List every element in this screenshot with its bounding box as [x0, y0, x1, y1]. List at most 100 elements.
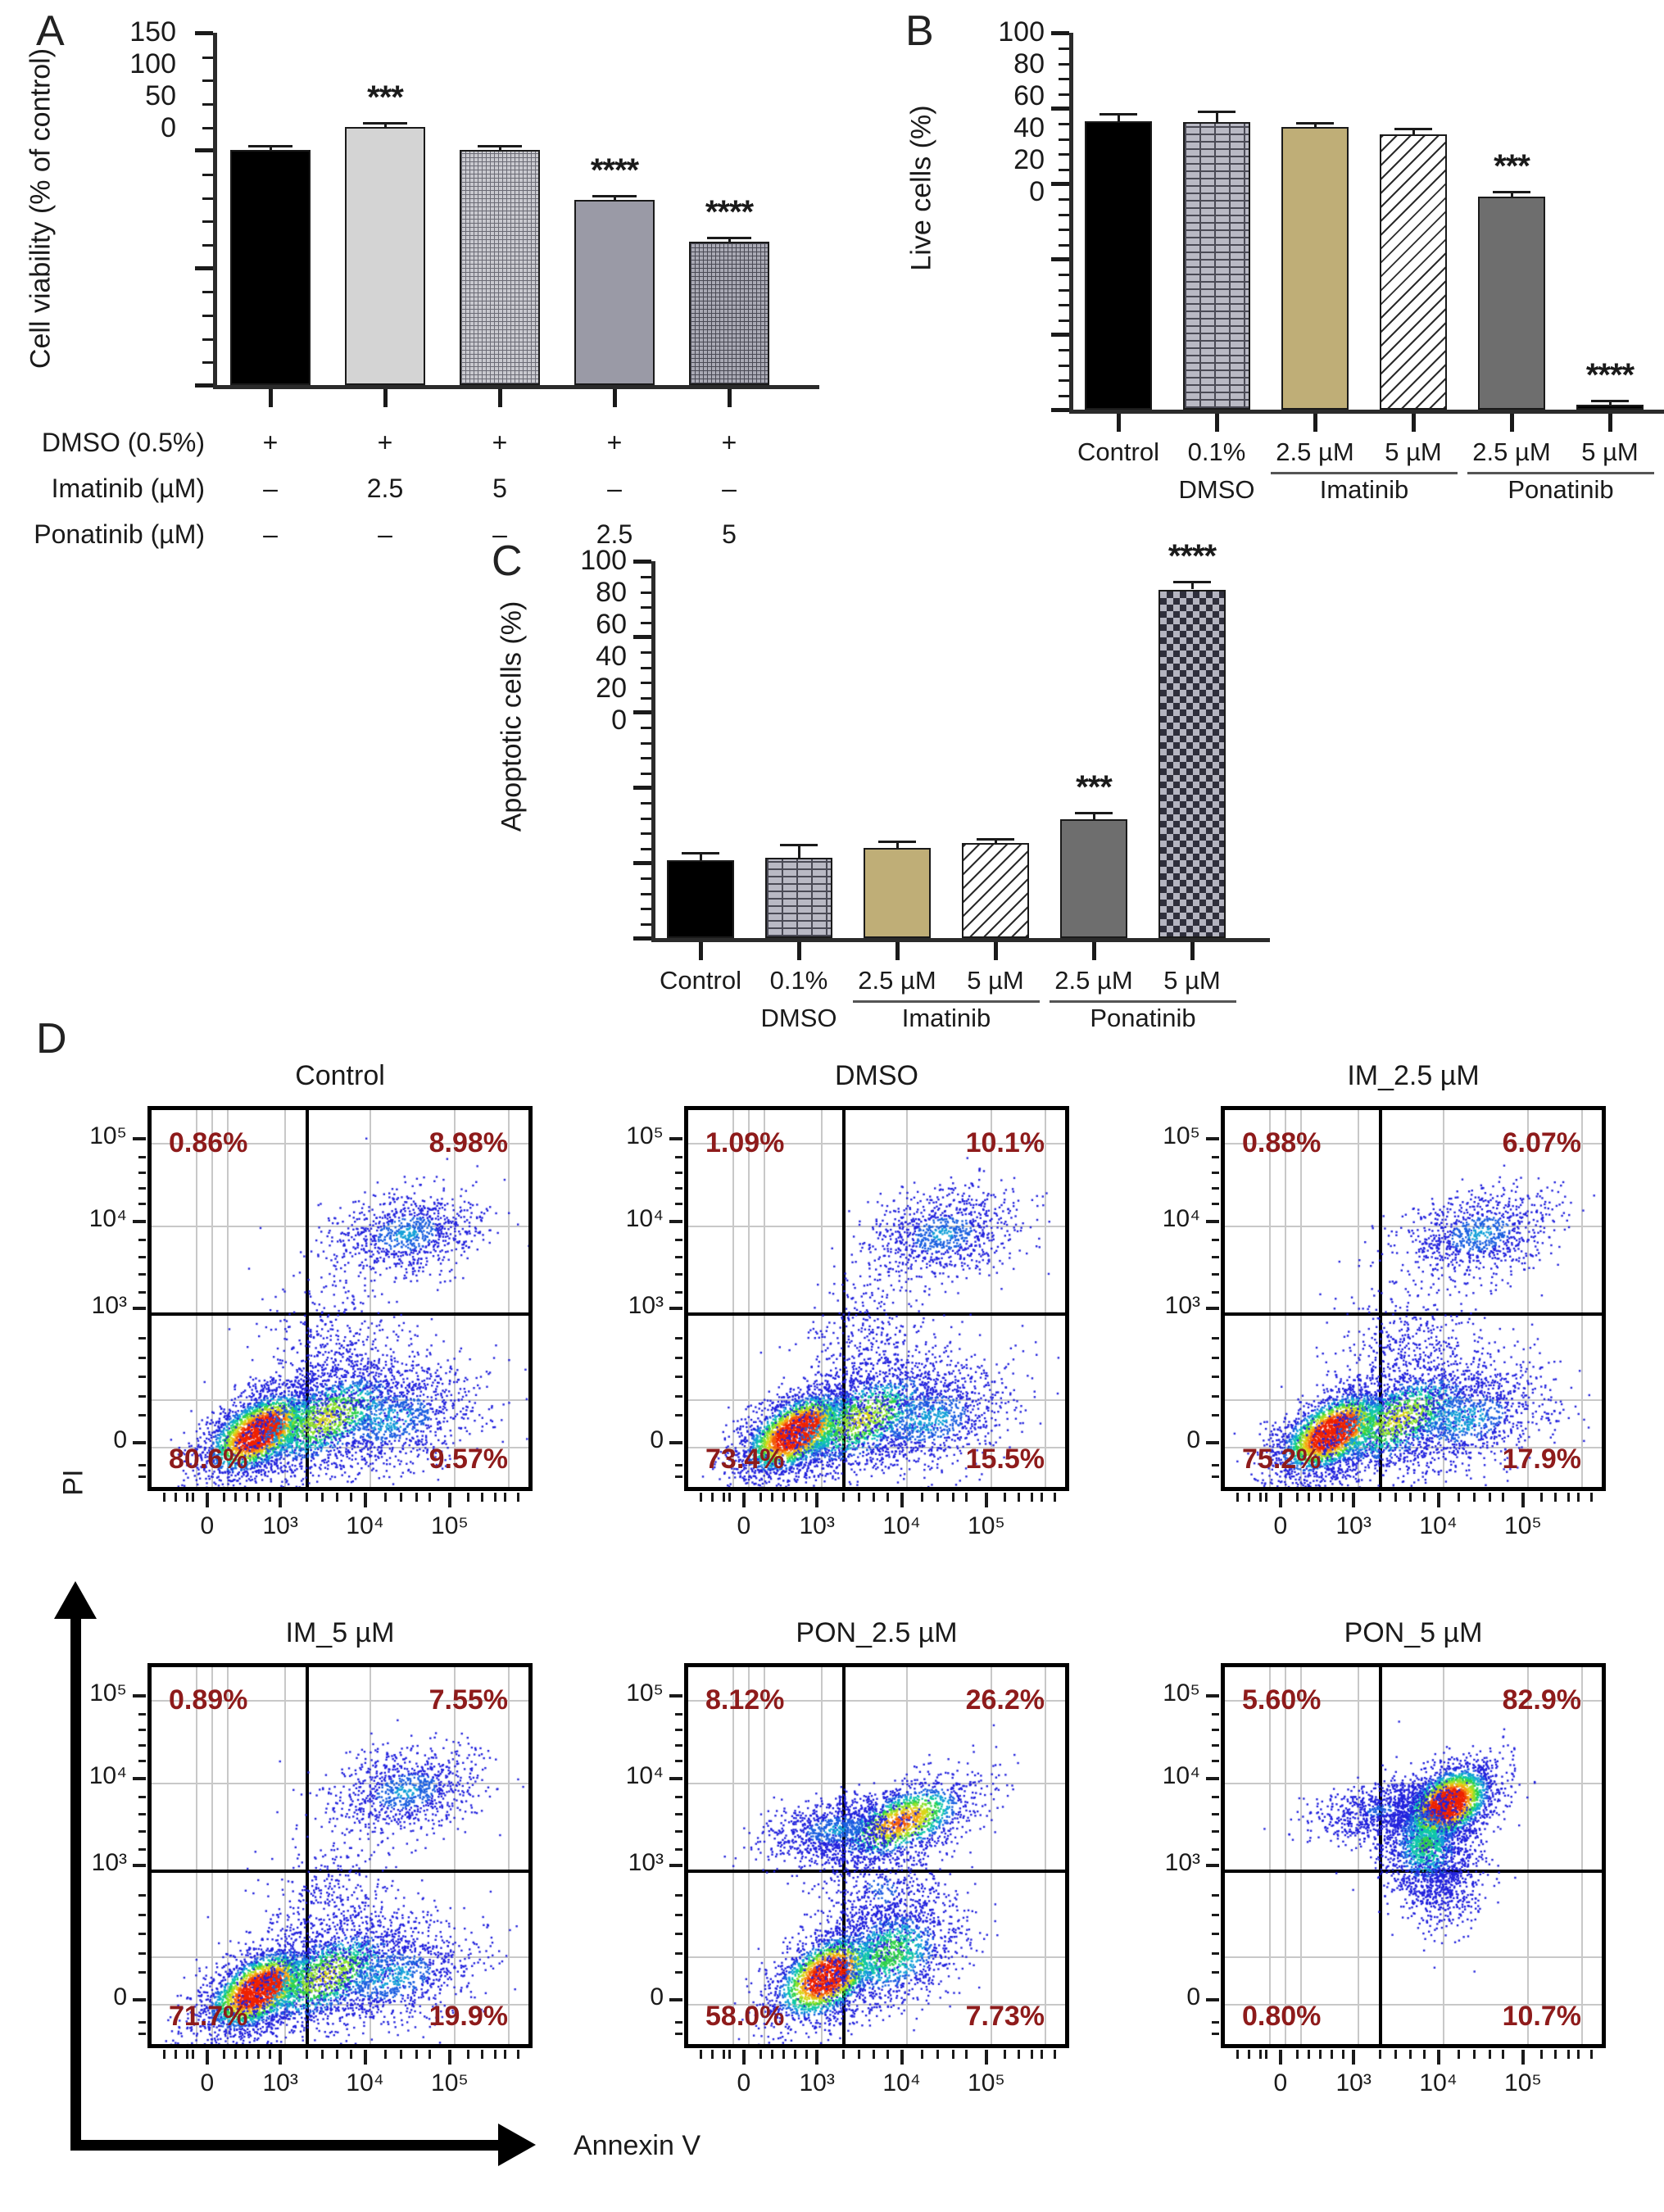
flow-x-tick-label: 10⁴ — [346, 2069, 384, 2096]
y-tick-minor — [641, 757, 651, 760]
error-bar-cap — [1173, 581, 1211, 584]
flow-y-tick-label: 10³ — [628, 1291, 664, 1319]
error-bar — [1190, 581, 1194, 590]
bar — [574, 199, 655, 385]
flow-y-tick-minor — [138, 1394, 146, 1398]
quadrant-percent-upper-left: 0.86% — [169, 1127, 248, 1158]
flow-dot-cloud — [688, 1667, 1065, 2044]
bar — [1576, 405, 1644, 410]
bar — [1183, 122, 1250, 410]
flow-x-tick — [1278, 1493, 1282, 1507]
flow-x-tick-minor — [936, 1493, 939, 1502]
table-cell: 5 — [492, 474, 507, 503]
y-tick-label: 20 — [596, 673, 627, 704]
flow-x-tick-label: 10³ — [799, 2069, 835, 2096]
bar — [667, 860, 734, 938]
quadrant-percent-lower-left: 71.7% — [169, 2001, 248, 2032]
flow-y-tick-minor — [138, 1713, 146, 1716]
flow-x-tick-minor — [336, 1493, 339, 1502]
bar — [1085, 121, 1152, 410]
group-rule-imatinib — [853, 1000, 1040, 1003]
flow-x-tick — [741, 2050, 746, 2065]
flow-y-tick-minor — [675, 2021, 682, 2024]
y-tick-major — [1051, 31, 1069, 35]
flow-y-tick-minor — [675, 1830, 682, 1834]
flow-y-tick-minor — [138, 2021, 146, 2024]
flow-y-tick — [133, 1863, 146, 1867]
y-tick-minor — [1059, 304, 1069, 307]
flow-x-tick-minor — [517, 1493, 520, 1502]
flow-plot-box — [684, 1663, 1069, 2048]
bar — [765, 857, 832, 938]
flow-y-tick-label: 10⁵ — [626, 1122, 664, 1149]
x-tick — [1510, 414, 1514, 432]
y-tick-minor — [1059, 364, 1069, 367]
quadrant-percent-upper-left: 5.60% — [1242, 1684, 1322, 1716]
flow-y-tick-minor — [138, 1951, 146, 1955]
flow-y-tick-minor — [675, 1743, 682, 1747]
flow-y-tick-label: 0 — [113, 1426, 127, 1454]
flow-x-tick-minor — [921, 2050, 924, 2059]
flow-x-tick-minor — [384, 1493, 388, 1502]
flow-y-tick-minor — [675, 1813, 682, 1816]
flow-x-tick-minor — [1295, 1493, 1299, 1502]
quadrant-percent-lower-left: 75.2% — [1242, 1444, 1322, 1475]
y-tick-major — [1051, 107, 1069, 111]
flow-x-tick-minor — [1031, 2050, 1033, 2059]
group-label-ponatinib: Ponatinib — [1090, 1004, 1196, 1032]
flow-x-tick-minor — [1394, 2050, 1397, 2059]
y-tick-major — [1051, 408, 1069, 412]
error-bar-cap — [706, 237, 752, 240]
error-bar-cap — [1198, 110, 1236, 113]
flow-x-tick — [1352, 1493, 1356, 1507]
quadrant-percent-upper-right: 6.07% — [1502, 1127, 1581, 1158]
flow-x-tick — [363, 2050, 367, 2065]
flow-x-tick-minor — [1265, 2050, 1268, 2059]
error-bar-cap — [977, 837, 1014, 841]
flow-x-tick-label: 10⁴ — [1419, 2069, 1458, 2096]
flow-y-tick-minor — [1212, 1830, 1219, 1834]
flow-y-tick — [1206, 1998, 1219, 2002]
group-label-imatinib: Imatinib — [1319, 475, 1409, 504]
flow-y-tick — [1206, 1777, 1219, 1780]
flow-x-tick-minor — [399, 1493, 402, 1502]
error-bar — [1510, 190, 1513, 197]
error-bar — [269, 145, 272, 151]
flow-x-tick-minor — [192, 1493, 195, 1502]
flow-x-tick-minor — [234, 2050, 237, 2059]
flow-y-tick — [669, 1693, 682, 1698]
error-bar-cap — [1394, 127, 1432, 130]
flow-x-tick-minor — [770, 1493, 773, 1502]
flow-y-tick-minor — [1212, 1256, 1219, 1259]
flow-x-tick-minor — [1540, 1493, 1544, 1502]
flow-y-tick-label: 10⁴ — [1162, 1205, 1200, 1232]
flow-x-tick-minor — [710, 1493, 714, 1502]
flow-y-tick-minor — [675, 1894, 682, 1897]
quadrant-percent-upper-right: 82.9% — [1502, 1684, 1581, 1716]
flow-x-tick-minor — [494, 2050, 496, 2059]
y-tick-minor — [1059, 213, 1069, 216]
flow-y-tick-minor — [675, 1464, 682, 1467]
flow-y-tick-label: 10⁵ — [89, 1122, 127, 1149]
error-bar — [1092, 812, 1095, 820]
table-cell: – — [722, 474, 737, 503]
y-tick-minor — [202, 174, 213, 176]
flow-x-tick-label: 10⁴ — [882, 1512, 921, 1539]
flow-y-tick-minor — [1212, 1414, 1219, 1416]
panel-b-y-axis-title: Live cells (%) — [905, 105, 937, 271]
flow-x-tick-minor — [269, 2050, 272, 2059]
quadrant-percent-lower-left: 0.80% — [1242, 2001, 1322, 2032]
flow-x-tick-label: 10³ — [262, 2069, 298, 2096]
flow-x-tick-minor — [1017, 1493, 1020, 1502]
y-tick-label: 40 — [596, 641, 627, 672]
flow-x-tick-minor — [886, 2050, 889, 2059]
flow-x-tick — [1352, 2050, 1356, 2065]
flow-x-tick-minor — [1590, 2050, 1594, 2059]
flow-x-tick-minor — [415, 2050, 418, 2059]
flow-y-tick-minor — [1212, 1796, 1219, 1799]
y-axis-line — [651, 561, 655, 938]
flow-x-tick-minor — [174, 1493, 177, 1502]
flow-x-tick-minor — [1259, 1493, 1262, 1502]
table-cell: + — [721, 428, 737, 457]
flow-y-tick-minor — [1212, 1933, 1219, 1935]
